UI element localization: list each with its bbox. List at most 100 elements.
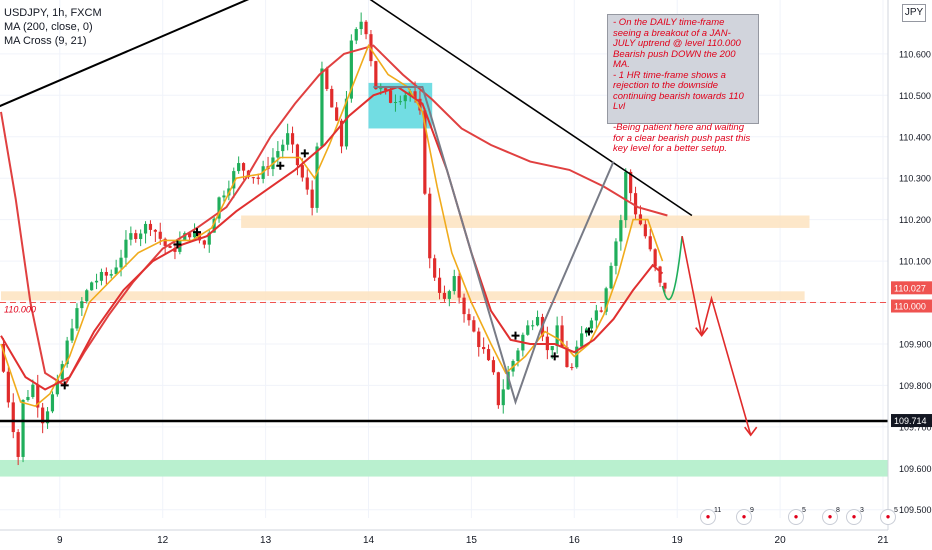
candle-body — [256, 177, 260, 179]
candle-body — [114, 267, 118, 275]
candle-body — [452, 276, 456, 292]
event-icon[interactable]: ● 9 — [736, 507, 754, 525]
candle-body — [555, 325, 559, 347]
candle-body — [153, 229, 157, 232]
event-count: 5 — [894, 507, 898, 514]
cross-marker — [550, 352, 559, 361]
candle-body — [315, 146, 319, 208]
analysis-note[interactable]: - On the DAILY time-frame seeing a break… — [607, 14, 759, 154]
candle-body — [364, 21, 368, 35]
candle-body — [462, 297, 466, 315]
legend-ma-cross[interactable]: MA Cross (9, 21) — [4, 35, 87, 47]
candle-body — [335, 107, 339, 121]
cross-marker — [193, 228, 201, 237]
event-icon[interactable]: ● 5 — [788, 507, 806, 525]
x-tick-label: 9 — [57, 535, 63, 546]
cross-marker — [60, 381, 69, 390]
support-band — [0, 459, 888, 477]
candle-body — [192, 232, 197, 238]
candle-body — [75, 308, 79, 329]
candle-body — [290, 133, 295, 145]
candle-body — [163, 238, 167, 246]
candle-body — [643, 224, 647, 237]
event-count: 3 — [860, 507, 864, 514]
candle-body — [6, 371, 10, 403]
event-icon[interactable]: ● 11 — [700, 507, 721, 525]
candle-body — [1, 343, 6, 372]
candle-body — [472, 320, 476, 332]
candle-body — [354, 29, 358, 41]
candle-body — [496, 372, 500, 406]
candle-body — [90, 282, 94, 291]
event-count: 11 — [714, 507, 722, 514]
price-label-bg — [891, 414, 932, 428]
ma-series-layer — [0, 43, 668, 407]
y-tick-label: 110.500 — [899, 91, 931, 101]
candle-body — [403, 95, 407, 102]
legend-ma200[interactable]: MA (200, close, 0) — [4, 21, 93, 33]
candle-body — [477, 331, 481, 348]
x-tick-label: 16 — [569, 535, 581, 546]
candle-body — [575, 346, 579, 368]
candle-body — [143, 223, 148, 234]
candle-body — [339, 120, 344, 147]
projection-arrow-1 — [681, 236, 703, 336]
candle-body — [251, 177, 255, 179]
candle-body — [45, 411, 50, 424]
x-tick-label: 13 — [260, 535, 272, 546]
candle-body — [442, 292, 447, 299]
candle-body — [599, 310, 603, 312]
candle-body — [237, 163, 241, 172]
candle-body — [16, 432, 20, 457]
candle-body — [158, 231, 162, 239]
event-icon[interactable]: ● 8 — [822, 507, 840, 525]
candle-body — [447, 291, 451, 299]
candle-body — [486, 349, 491, 361]
cross-marker — [511, 331, 520, 340]
candle-body — [526, 325, 530, 335]
candle-body — [281, 144, 285, 152]
candle-body — [384, 88, 388, 91]
candles-layer — [1, 12, 667, 466]
ma-line-200 — [0, 44, 668, 387]
projection-arrow-2 — [700, 295, 752, 436]
candle-body — [11, 402, 15, 433]
ma-line-fast — [0, 43, 664, 407]
candle-body — [423, 110, 427, 194]
candle-body — [580, 333, 584, 347]
candle-body — [550, 346, 554, 351]
candle-body — [594, 310, 598, 321]
event-icon[interactable]: ● 3 — [846, 507, 864, 525]
y-tick-label: 110.400 — [899, 132, 931, 142]
currency-badge[interactable]: JPY — [902, 4, 926, 22]
candle-body — [570, 367, 574, 369]
candle-body — [433, 258, 437, 278]
candle-body — [168, 245, 172, 248]
y-tick-label: 110.600 — [899, 49, 931, 59]
candle-body — [50, 394, 55, 412]
candle-body — [99, 271, 104, 281]
event-icon[interactable]: ● 5 — [880, 507, 898, 525]
candle-body — [535, 316, 540, 326]
x-tick-label: 14 — [363, 535, 375, 546]
candle-body — [305, 177, 309, 190]
candle-body — [134, 233, 138, 240]
chart-legend: USDJPY, 1h, FXCM MA (200, close, 0) MA C… — [4, 6, 102, 48]
uptrend-line — [0, 0, 250, 108]
legend-symbol[interactable]: USDJPY, 1h, FXCM — [4, 7, 102, 19]
candle-body — [109, 274, 113, 276]
candle-body — [624, 171, 628, 221]
candle-body — [359, 21, 363, 30]
candle-body — [398, 101, 402, 103]
candle-body — [104, 271, 108, 276]
price-label-bg — [891, 281, 932, 295]
candle-body — [491, 360, 496, 373]
candle-body — [21, 400, 25, 457]
candle-body — [183, 233, 187, 241]
candle-body — [129, 233, 133, 240]
candle-body — [212, 218, 216, 233]
candle-body — [565, 347, 569, 368]
candle-body — [648, 236, 652, 250]
candle-body — [482, 347, 486, 350]
